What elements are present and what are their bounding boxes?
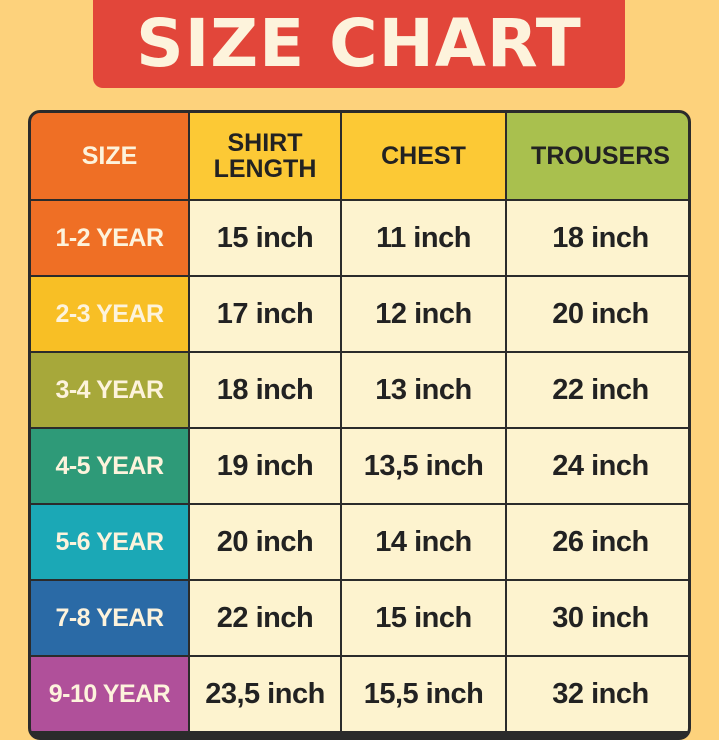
shirt-length-cell: 17 inch [190,277,340,351]
shirt-length-cell: 22 inch [190,581,340,655]
chest-cell: 11 inch [342,201,505,275]
shirt-length-cell: 18 inch [190,353,340,427]
title-banner: SIZE CHART [93,0,625,88]
chest-cell: 14 inch [342,505,505,579]
page-title: SIZE CHART [136,4,582,82]
trousers-cell: 24 inch [507,429,688,503]
shirt-length-cell: 20 inch [190,505,340,579]
header-shirt-length: SHIRT LENGTH [190,113,340,199]
trousers-cell: 30 inch [507,581,688,655]
trousers-cell: 22 inch [507,353,688,427]
size-cell: 5-6 YEAR [31,505,188,579]
trousers-cell: 32 inch [507,657,688,731]
chest-cell: 15,5 inch [342,657,505,731]
trousers-cell: 18 inch [507,201,688,275]
chest-cell: 13,5 inch [342,429,505,503]
header-size: SIZE [31,113,188,199]
size-table: SIZE SHIRT LENGTH CHEST TROUSERS 1-2 YEA… [28,110,691,740]
shirt-length-cell: 15 inch [190,201,340,275]
header-chest: CHEST [342,113,505,199]
shirt-length-cell: 23,5 inch [190,657,340,731]
header-trousers: TROUSERS [507,113,688,199]
size-cell: 4-5 YEAR [31,429,188,503]
chest-cell: 15 inch [342,581,505,655]
size-cell: 7-8 YEAR [31,581,188,655]
size-cell: 1-2 YEAR [31,201,188,275]
shirt-length-cell: 19 inch [190,429,340,503]
chest-cell: 12 inch [342,277,505,351]
chest-cell: 13 inch [342,353,505,427]
trousers-cell: 20 inch [507,277,688,351]
size-cell: 9-10 YEAR [31,657,188,731]
size-cell: 3-4 YEAR [31,353,188,427]
trousers-cell: 26 inch [507,505,688,579]
size-cell: 2-3 YEAR [31,277,188,351]
